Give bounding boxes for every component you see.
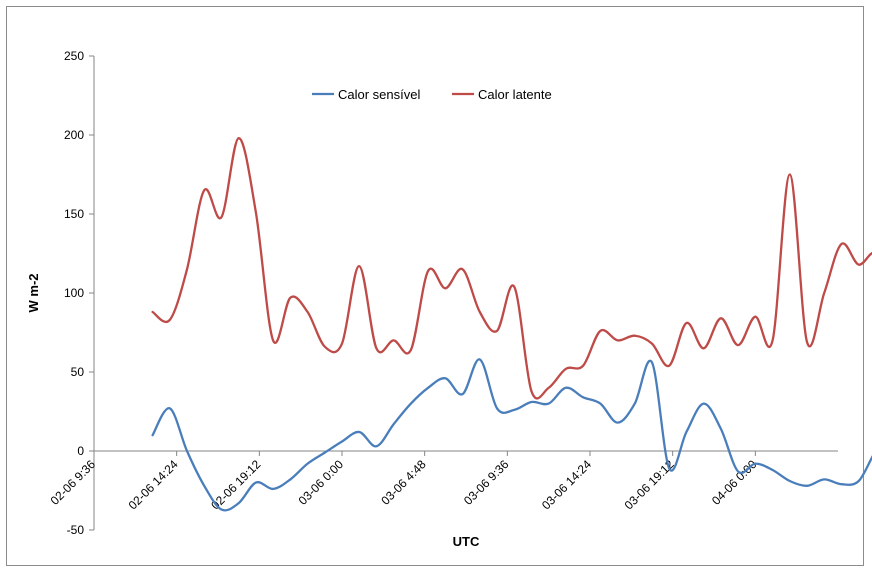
y-tick-label: 0 <box>77 444 84 458</box>
legend-label: Calor sensível <box>338 87 420 102</box>
x-tick-label: 03-06 4:48 <box>378 457 429 508</box>
x-tick-label: 03-06 9:36 <box>461 457 512 508</box>
x-axis: 02-06 9:36 02-06 14:24 02-06 19:12 03-06 0:… <box>48 450 838 512</box>
y-tick-label: 250 <box>64 49 84 63</box>
x-axis-title: UTC <box>453 534 480 549</box>
x-tick-label: 03-06 14:24 <box>539 457 594 512</box>
y-axis-title: W m-2 <box>26 274 41 313</box>
series-line-calor-sensivel <box>151 358 872 512</box>
x-tick-label: 02-06 9:36 <box>48 457 99 508</box>
y-tick-label: 200 <box>64 128 84 142</box>
series-layer <box>151 137 872 512</box>
series-line-calor-latente <box>151 137 872 400</box>
y-tick-label: -50 <box>67 523 85 537</box>
legend-label: Calor latente <box>478 87 552 102</box>
legend: Calor sensível Calor latente <box>312 87 552 102</box>
y-tick-label: 150 <box>64 207 84 221</box>
y-tick-label: 100 <box>64 286 84 300</box>
x-tick-label: 02-06 14:24 <box>126 457 181 512</box>
y-tick-label: 50 <box>71 365 85 379</box>
x-tick-label: 03-06 0:00 <box>296 457 347 508</box>
chart-frame <box>6 6 864 566</box>
